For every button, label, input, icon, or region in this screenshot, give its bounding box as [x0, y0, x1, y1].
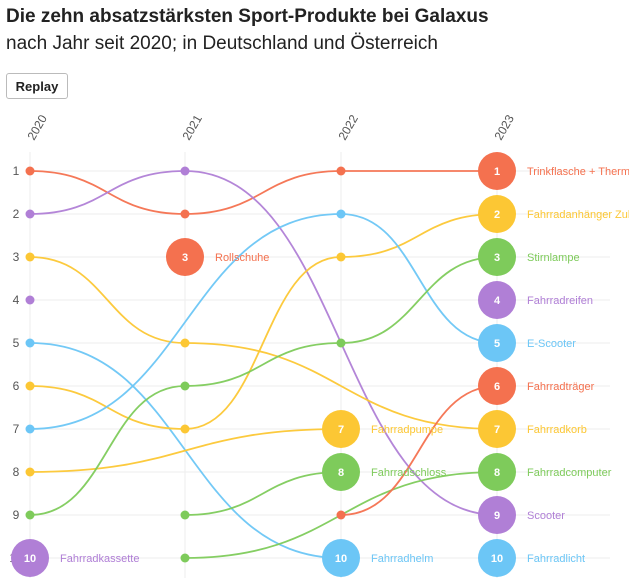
- rank-badge-8-2023: [478, 453, 516, 491]
- rank-badge-3-2021: [166, 238, 204, 276]
- series-line-0: [29, 170, 497, 215]
- rank-label-2: 2: [13, 207, 20, 221]
- product-label: Fahrradcomputer: [527, 467, 612, 479]
- rank-badge-number: 10: [24, 553, 36, 565]
- rank-badge-9-2023: [478, 496, 516, 534]
- point-s0-2022: [336, 166, 346, 176]
- product-label: Fahrradpumpe: [371, 424, 443, 436]
- rank-badge-8-2022: [322, 453, 360, 491]
- product-label: Fahrradträger: [527, 381, 595, 393]
- rank-badge-number: 9: [494, 510, 500, 522]
- product-label: Rollschuhe: [215, 252, 269, 264]
- rank-badge-number: 3: [182, 252, 188, 264]
- product-label: Stirnlampe: [527, 252, 580, 264]
- rank-badge-2-2023: [478, 195, 516, 233]
- point-s5-2021: [180, 424, 190, 434]
- rank-badge-number: 7: [338, 424, 344, 436]
- point-s8-2021: [180, 381, 190, 391]
- product-label: Fahrradhelm: [371, 553, 433, 565]
- rank-badge-number: 2: [494, 209, 500, 221]
- rank-badge-7-2022: [322, 410, 360, 448]
- point-s6-2020: [25, 424, 35, 434]
- series-line-1: [29, 170, 498, 516]
- rank-label-1: 1: [13, 164, 20, 178]
- point-s6-2022: [336, 209, 346, 219]
- point-s7-2020: [25, 467, 35, 477]
- chart-title: Die zehn absatzstärksten Sport-Produkte …: [6, 6, 489, 27]
- rank-badge-6-2023: [478, 367, 516, 405]
- product-label: Fahrradschloss: [371, 467, 447, 479]
- point-s2-2020: [25, 252, 35, 262]
- point-labels: 1 Trinkflasche + Thermo 2 Fahrradanhänger Z…: [11, 152, 629, 577]
- point-s1-2020: [25, 209, 35, 219]
- point-s4-2020: [25, 338, 35, 348]
- rank-label-3: 3: [13, 250, 20, 264]
- rank-label-6: 6: [13, 379, 20, 393]
- rank-badge-number: 7: [494, 424, 500, 436]
- point-s3-2020: [25, 295, 35, 305]
- series-lines: [29, 170, 498, 559]
- point-s8-2022: [336, 338, 346, 348]
- year-label-2021: 2021: [179, 112, 205, 142]
- rank-badge-5-2023: [478, 324, 516, 362]
- rank-badge-number: 8: [338, 467, 344, 479]
- point-s5-2020: [25, 381, 35, 391]
- point-s0-2021: [180, 209, 190, 219]
- rank-badge-4-2023: [478, 281, 516, 319]
- rank-badge-7-2023: [478, 410, 516, 448]
- year-label-2020: 2020: [24, 112, 50, 142]
- point-s13-2022: [336, 510, 346, 520]
- rank-label-4: 4: [13, 293, 20, 307]
- rank-badge-3-2023: [478, 238, 516, 276]
- series-line-11: [184, 471, 342, 516]
- product-label: Fahrradanhänger Zube: [527, 209, 629, 221]
- product-label: Fahrradreifen: [527, 295, 593, 307]
- product-label: Fahrradkassette: [60, 553, 139, 565]
- series-line-2: [29, 256, 498, 430]
- rank-badge-10-2023: [478, 539, 516, 577]
- chart-subtitle: nach Jahr seit 2020; in Deutschland und …: [6, 33, 438, 54]
- rank-badge-number: 5: [494, 338, 500, 350]
- product-label: Scooter: [527, 510, 565, 522]
- rank-label-8: 8: [13, 465, 20, 479]
- year-label-2023: 2023: [491, 112, 517, 142]
- series-line-8: [29, 256, 498, 516]
- product-label: Fahrradkorb: [527, 424, 587, 436]
- series-line-7: [29, 428, 342, 473]
- rank-badge-number: 1: [494, 166, 500, 178]
- rank-badge-10-2022: [322, 539, 360, 577]
- rank-badge-number: 10: [335, 553, 347, 565]
- product-label: E-Scooter: [527, 338, 576, 350]
- rank-badge-number: 6: [494, 381, 500, 393]
- point-s5-2022: [336, 252, 346, 262]
- series-line-6: [29, 213, 498, 430]
- rank-label-5: 5: [13, 336, 20, 350]
- rank-badge-number: 8: [494, 467, 500, 479]
- series-line-5: [29, 213, 498, 430]
- rank-badge-number: 10: [491, 553, 503, 565]
- point-s2-2021: [180, 338, 190, 348]
- point-s1-2021: [180, 166, 190, 176]
- rank-label-7: 7: [13, 422, 20, 436]
- year-label-2022: 2022: [335, 112, 361, 142]
- series-line-13: [340, 385, 498, 516]
- point-s0-2020: [25, 166, 35, 176]
- replay-button[interactable]: Replay: [6, 73, 68, 99]
- rank-label-9: 9: [13, 508, 20, 522]
- product-label: Fahrradlicht: [527, 553, 585, 565]
- rank-badge-10-2020: [11, 539, 49, 577]
- product-label: Trinkflasche + Thermo: [527, 166, 629, 178]
- point-s11-2021: [180, 510, 190, 520]
- point-s12-2021: [180, 553, 190, 563]
- rank-badge-1-2023: [478, 152, 516, 190]
- point-s8-2020: [25, 510, 35, 520]
- rank-badge-number: 4: [494, 295, 501, 307]
- rank-badge-number: 3: [494, 252, 500, 264]
